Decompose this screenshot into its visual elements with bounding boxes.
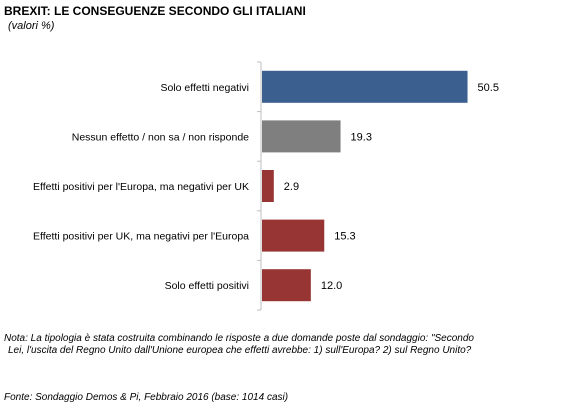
- value-label-4: 15.3: [334, 231, 355, 243]
- chart-title: BREXIT: LE CONSEGUENZE SECONDO GLI ITALI…: [4, 4, 306, 18]
- category-label-1: Solo effetti negativi: [160, 82, 249, 94]
- category-label-3: Effetti positivi per l'Europa, ma negati…: [33, 181, 249, 193]
- bar-5: [262, 269, 311, 302]
- category-label-5: Solo effetti positivi: [165, 280, 249, 292]
- bar-2: [262, 120, 341, 153]
- bar-1: [262, 70, 468, 103]
- value-label-5: 12.0: [321, 280, 342, 292]
- category-label-2: Nessun effetto / non sa / non risponde: [72, 131, 249, 143]
- category-label-4: Effetti positivi per UK, ma negativi per…: [33, 231, 249, 243]
- bar-chart: Solo effetti negativi 50.5 Nessun effetto …: [33, 61, 499, 311]
- value-label-2: 19.3: [351, 131, 372, 143]
- chart-subtitle: (valori %): [8, 20, 55, 32]
- note-line-2: Lei, l'uscita del Regno Unito dall'Union…: [8, 345, 472, 356]
- chart-note: Nota: La tipologia è stata costruita com…: [4, 333, 556, 357]
- note-line-1: Nota: La tipologia è stata costruita com…: [4, 333, 474, 344]
- value-label-1: 50.5: [478, 82, 499, 94]
- chart-source: Fonte: Sondaggio Demos & Pi, Febbraio 20…: [4, 392, 289, 403]
- bar-3: [262, 170, 274, 202]
- bar-4: [262, 219, 325, 252]
- value-label-3: 2.9: [284, 181, 299, 193]
